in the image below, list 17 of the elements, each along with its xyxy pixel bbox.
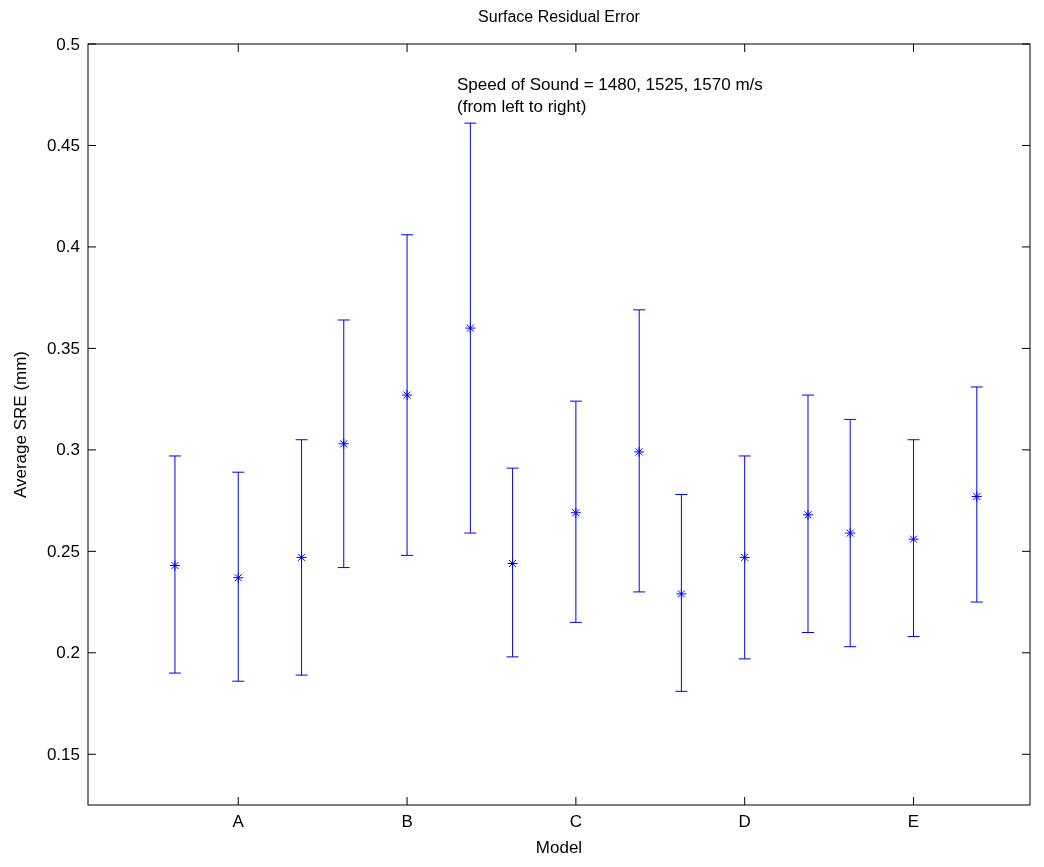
annotation: Speed of Sound = 1480, 1525, 1570 m/s (from left to right) (457, 75, 763, 116)
x-tick-label: E (907, 812, 920, 831)
x-tick-label: D (738, 812, 751, 831)
y-tick-label: 0.3 (56, 440, 80, 460)
x-axis-title: Model (535, 838, 583, 857)
y-tick-label: 0.25 (46, 541, 80, 561)
x-tick-label: B (401, 812, 413, 831)
y-axis-title: Average SRE (mm) (11, 350, 30, 499)
y-tick-label: 0.5 (56, 34, 80, 54)
y-tick-label: 0.2 (56, 643, 80, 663)
y-tick-label: 0.4 (56, 237, 80, 257)
x-tick-label: C (569, 812, 583, 831)
chart-title: Surface Residual Error (478, 8, 641, 25)
y-tick-label: 0.35 (46, 338, 80, 358)
y-tick-label: 0.15 (46, 744, 80, 764)
y-tick-label: 0.45 (46, 135, 80, 155)
x-tick-label: A (232, 812, 245, 831)
